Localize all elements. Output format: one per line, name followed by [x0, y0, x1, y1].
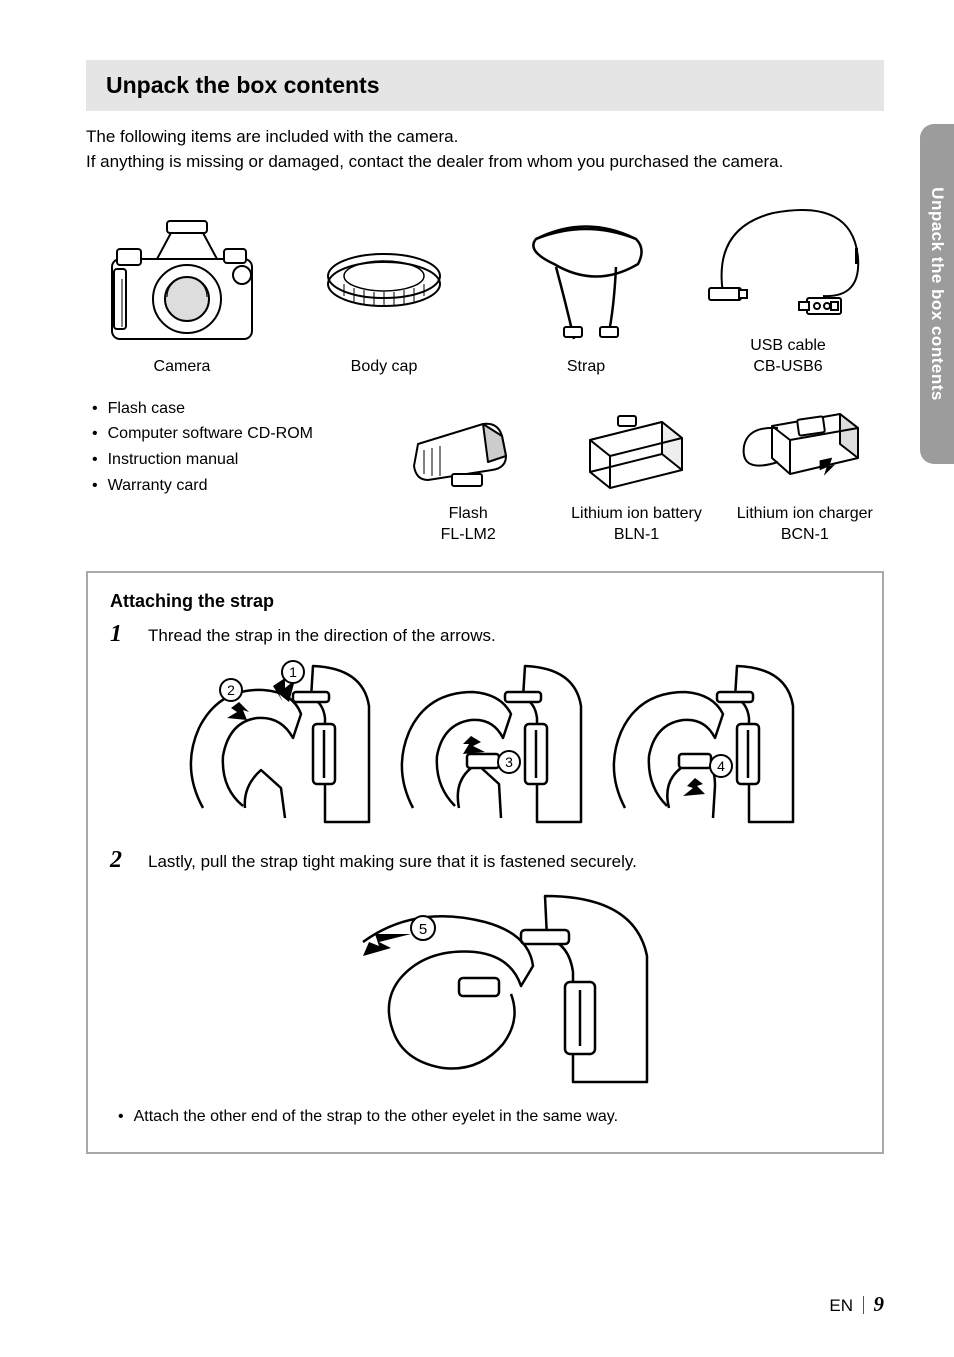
bullet-item: Warranty card — [92, 473, 389, 499]
bullet-list: Flash case Computer software CD-ROM Inst… — [86, 396, 389, 498]
footer-lang: EN — [829, 1296, 853, 1315]
page-content: Unpack the box contents The following it… — [0, 0, 954, 1357]
item-camera: Camera — [86, 209, 278, 378]
item-bodycap: Body cap — [288, 209, 480, 378]
svg-text:2: 2 — [227, 682, 235, 698]
item-strap-label: Strap — [490, 357, 682, 378]
item-battery-label1: Lithium ion battery — [557, 504, 715, 525]
battery-icon — [557, 396, 715, 496]
strap-diagram-3: 4 — [597, 658, 797, 828]
bullet-item: Flash case — [92, 396, 389, 422]
item-camera-label: Camera — [86, 357, 278, 378]
strap-diagram-1: 1 2 — [173, 658, 373, 828]
step-2-text: Lastly, pull the strap tight making sure… — [148, 848, 637, 874]
item-charger-label1: Lithium ion charger — [726, 504, 884, 525]
item-charger-label2: BCN-1 — [726, 525, 884, 546]
page-title: Unpack the box contents — [106, 72, 864, 99]
usb-icon — [692, 188, 884, 328]
final-note: Attach the other end of the strap to the… — [110, 1108, 860, 1126]
step-2-number: 2 — [110, 848, 132, 874]
item-usb-label2: CB-USB6 — [692, 357, 884, 378]
bullet-item: Computer software CD-ROM — [92, 421, 389, 447]
step-1-text: Thread the strap in the direction of the… — [148, 622, 496, 648]
intro-text: The following items are included with th… — [86, 125, 884, 174]
items-row-2: Flash case Computer software CD-ROM Inst… — [86, 396, 884, 546]
flash-icon — [389, 396, 547, 496]
step-2: 2 Lastly, pull the strap tight making su… — [110, 848, 860, 874]
item-flash: Flash FL-LM2 — [389, 396, 547, 546]
item-strap: Strap — [490, 209, 682, 378]
item-usb: USB cable CB-USB6 — [692, 188, 884, 378]
bodycap-icon — [288, 209, 480, 349]
page-footer: EN 9 — [829, 1292, 884, 1317]
item-flash-label2: FL-LM2 — [389, 525, 547, 546]
item-flash-label1: Flash — [389, 504, 547, 525]
footer-page-number: 9 — [874, 1292, 885, 1316]
strap-icon — [490, 209, 682, 349]
charger-icon — [726, 396, 884, 496]
step-1-number: 1 — [110, 622, 132, 648]
svg-text:5: 5 — [419, 921, 427, 938]
strap-diagram-2: 3 — [385, 658, 585, 828]
heading-bar: Unpack the box contents — [86, 60, 884, 111]
items-row-1: Camera Body cap — [86, 188, 884, 378]
item-battery: Lithium ion battery BLN-1 — [557, 396, 715, 546]
item-usb-label1: USB cable — [692, 336, 884, 357]
step-1: 1 Thread the strap in the direction of t… — [110, 622, 860, 648]
strap-diagram-final: 5 — [110, 886, 860, 1086]
instruction-title: Attaching the strap — [110, 591, 860, 612]
strap-diagrams-row: 1 2 3 — [110, 658, 860, 828]
bullet-item: Instruction manual — [92, 447, 389, 473]
instruction-box: Attaching the strap 1 Thread the strap i… — [86, 571, 884, 1154]
svg-text:4: 4 — [717, 758, 725, 774]
item-charger: Lithium ion charger BCN-1 — [726, 396, 884, 546]
svg-text:3: 3 — [505, 754, 513, 770]
camera-icon — [86, 209, 278, 349]
item-bodycap-label: Body cap — [288, 357, 480, 378]
item-battery-label2: BLN-1 — [557, 525, 715, 546]
svg-text:1: 1 — [289, 664, 297, 680]
